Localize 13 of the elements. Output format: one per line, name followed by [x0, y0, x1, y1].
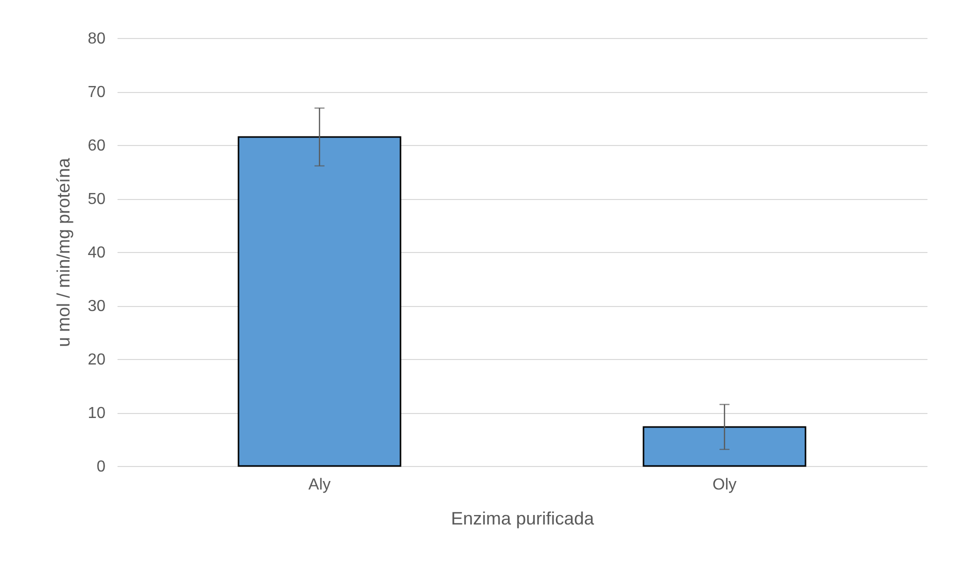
y-tick-label: 40: [88, 244, 106, 262]
y-tick-label: 50: [88, 191, 106, 208]
y-tick-label: 80: [88, 30, 106, 48]
x-tick-label: Oly: [712, 476, 736, 494]
y-tick-label: 70: [88, 84, 106, 101]
y-tick-label: 60: [88, 138, 106, 154]
x-tick-label: Aly: [308, 476, 331, 494]
y-tick-label: 30: [88, 298, 106, 315]
y-tick-label: 20: [88, 352, 106, 368]
x-axis-title: Enzima purificada: [450, 508, 596, 528]
y-tick-label: 0: [96, 458, 106, 476]
y-axis-title: u mol / min/mg proteína: [54, 156, 74, 348]
y-tick-label: 10: [88, 405, 106, 422]
